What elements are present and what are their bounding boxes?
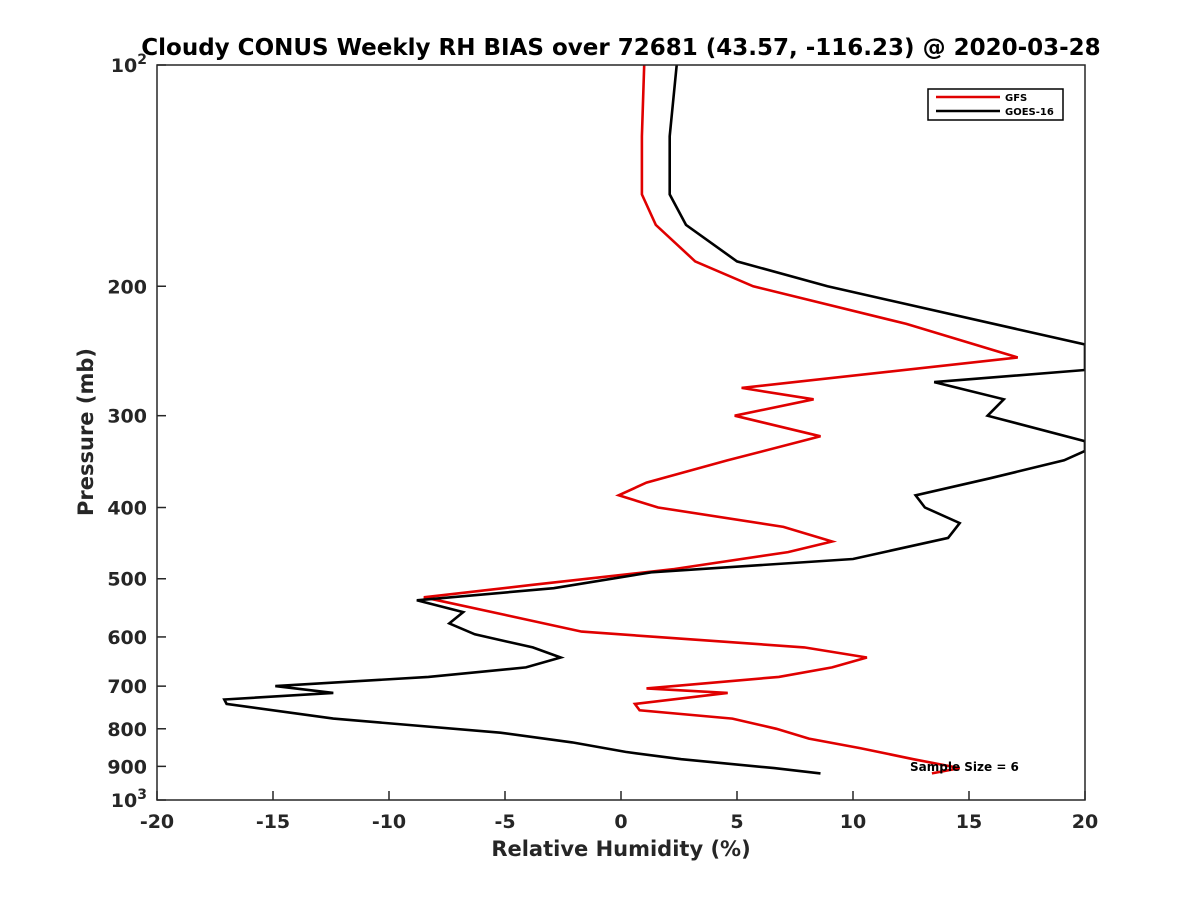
x-axis-label: Relative Humidity (%) xyxy=(491,837,750,861)
y-axis-label: Pressure (mb) xyxy=(74,348,98,516)
x-tick-label: -10 xyxy=(372,811,406,833)
x-tick-label: 10 xyxy=(840,811,866,833)
y-tick-label: 500 xyxy=(107,569,147,591)
x-tick-label: 15 xyxy=(956,811,982,833)
chart-title: Cloudy CONUS Weekly RH BIAS over 72681 (… xyxy=(141,35,1100,61)
y-edge-tick-label: 103 xyxy=(111,787,147,812)
y-tick-label: 300 xyxy=(107,406,147,428)
y-tick-label: 700 xyxy=(107,676,147,698)
sample-size-annotation: Sample Size = 6 xyxy=(910,760,1019,774)
y-tick-label: 400 xyxy=(107,498,147,520)
y-tick-label: 200 xyxy=(107,276,147,298)
y-tick-label: 600 xyxy=(107,627,147,649)
x-tick-label: -20 xyxy=(140,811,174,833)
legend-label-gfs: GFS xyxy=(1005,93,1027,104)
series-line-gfs xyxy=(423,65,1019,775)
x-tick-label: 20 xyxy=(1072,811,1098,833)
y-tick-label: 800 xyxy=(107,719,147,741)
y-tick-label: 900 xyxy=(107,756,147,778)
legend-box xyxy=(927,88,1064,121)
legend-label-goes16: GOES-16 xyxy=(1005,107,1054,118)
x-tick-label: 0 xyxy=(614,811,627,833)
x-tick-label: -5 xyxy=(494,811,515,833)
x-tick-label: -15 xyxy=(256,811,290,833)
legend: GFS GOES-16 xyxy=(927,88,1064,121)
y-edge-tick-label: 102 xyxy=(111,52,147,77)
x-tick-label: 5 xyxy=(730,811,743,833)
series-line-goes16 xyxy=(222,65,1085,775)
